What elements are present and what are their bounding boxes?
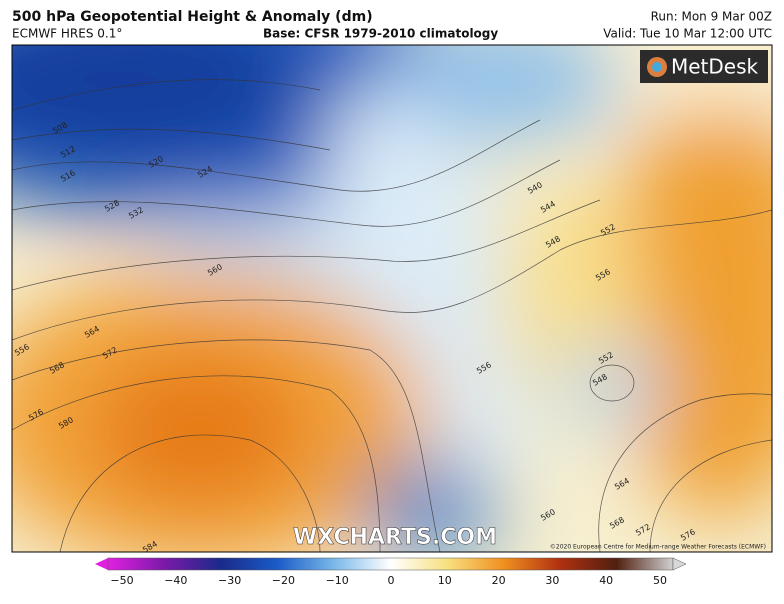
copyright: ©2020 European Centre for Medium-range W…	[550, 544, 766, 551]
colorbar-tick-label: 10	[438, 574, 452, 587]
map-area: MetDesk WXCHARTS.COM ©2020 European Cent…	[12, 45, 772, 552]
map-title: 500 hPa Geopotential Height & Anomaly (d…	[12, 9, 373, 25]
colorbar-tick-label: 0	[388, 574, 395, 587]
colorbar-tick-label: −50	[110, 574, 133, 587]
map-frame	[11, 44, 773, 553]
colorbar-tick-label: −30	[218, 574, 241, 587]
colorbar-tick-label: 30	[545, 574, 559, 587]
watermark: WXCHARTS.COM	[293, 525, 497, 550]
colorbar-low-arrow	[95, 558, 108, 570]
colorbar-high-arrow	[672, 557, 687, 571]
logo-text: MetDesk	[671, 55, 759, 79]
colorbar-tick-label: −10	[326, 574, 349, 587]
colorbar-tick-label: 50	[653, 574, 667, 587]
valid-time: Valid: Tue 10 Mar 12:00 UTC	[603, 27, 772, 41]
colorbar-tick-label: −40	[164, 574, 187, 587]
run-time: Run: Mon 9 Mar 00Z	[651, 10, 772, 24]
colorbar-tick-label: −20	[272, 574, 295, 587]
colorbar-tick-label: 20	[492, 574, 506, 587]
colorbar	[107, 557, 674, 571]
colorbar-tick-label: 40	[599, 574, 613, 587]
model-name: ECMWF HRES 0.1°	[12, 27, 122, 41]
climatology-base: Base: CFSR 1979-2010 climatology	[263, 27, 498, 41]
